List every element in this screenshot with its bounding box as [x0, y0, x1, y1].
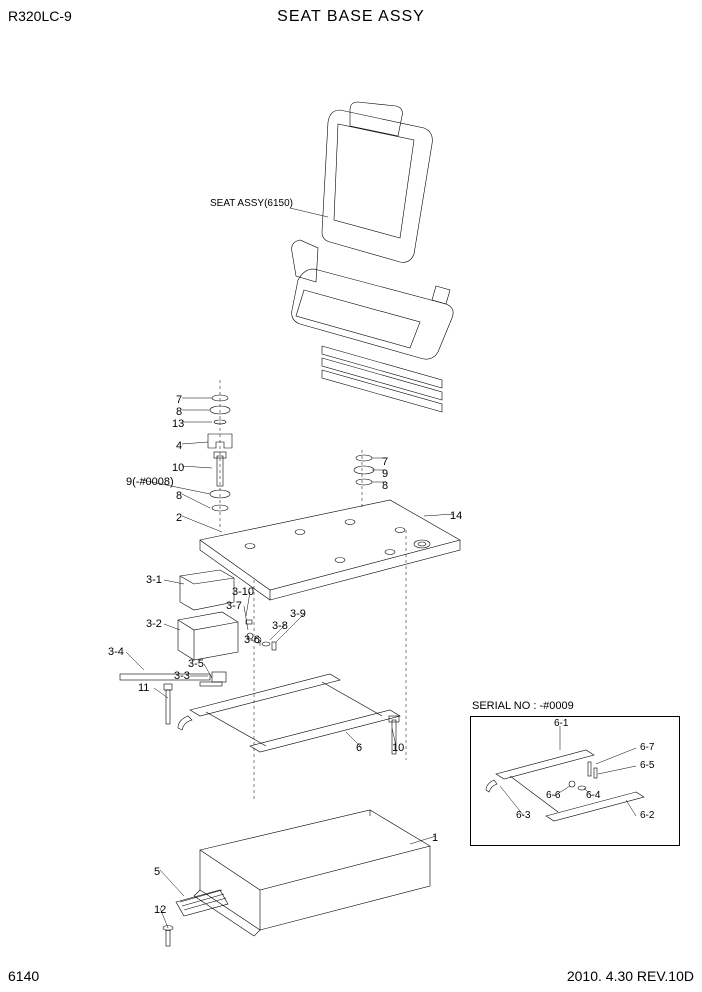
callout-5: 5: [154, 866, 160, 878]
callout-3-8: 3-8: [272, 620, 288, 632]
callout-3-7: 3-7: [226, 600, 242, 612]
seat-outline: [250, 100, 470, 400]
callout-3-9: 3-9: [290, 608, 306, 620]
inset-callout-6-4: 6-4: [586, 790, 600, 801]
inset-title: SERIAL NO : -#0009: [472, 700, 574, 712]
revision: 2010. 4.30 REV.10D: [567, 968, 694, 984]
callout-12: 12: [154, 904, 166, 916]
callout-3-10: 3-10: [232, 586, 254, 598]
leader-ref: [290, 205, 330, 225]
inset-callout-6-7: 6-7: [640, 742, 654, 753]
callout-8: 8: [382, 480, 388, 492]
assembly-axes: [190, 380, 470, 850]
callout-3-1: 3-1: [146, 574, 162, 586]
callout-10: 10: [172, 462, 184, 474]
page-title: SEAT BASE ASSY: [277, 8, 425, 26]
callout-9: 9: [382, 468, 388, 480]
inset-callout-6-1: 6-1: [554, 718, 568, 729]
callout-4: 4: [176, 440, 182, 452]
inset-diagram: [476, 720, 676, 842]
callout-10: 10: [392, 742, 404, 754]
callout-13: 13: [172, 418, 184, 430]
callout-7: 7: [382, 456, 388, 468]
callout-8: 8: [176, 406, 182, 418]
callout-7: 7: [176, 394, 182, 406]
inset-callout-6-3: 6-3: [516, 810, 530, 821]
callout-3-6: 3-6: [244, 634, 260, 646]
callout-2: 2: [176, 512, 182, 524]
inset-callout-6-5: 6-5: [640, 760, 654, 771]
callout-3-3: 3-3: [174, 670, 190, 682]
callout-14: 14: [450, 510, 462, 522]
callout-3-2: 3-2: [146, 618, 162, 630]
callout-8: 8: [176, 490, 182, 502]
callout-3-4: 3-4: [108, 646, 124, 658]
callout-3-5: 3-5: [188, 658, 204, 670]
seat-reference-label: SEAT ASSY(6150): [210, 198, 293, 209]
model-code: R320LC-9: [8, 8, 72, 24]
callout-1: 1: [432, 832, 438, 844]
callout-6: 6: [356, 742, 362, 754]
callout-11: 11: [138, 682, 149, 694]
exploded-diagram: SEAT ASSY(6150): [0, 40, 702, 960]
page-number: 6140: [8, 968, 39, 984]
inset-callout-6-6: 6-6: [546, 790, 560, 801]
callout-9: 9(-#0008): [126, 476, 174, 488]
inset-callout-6-2: 6-2: [640, 810, 654, 821]
